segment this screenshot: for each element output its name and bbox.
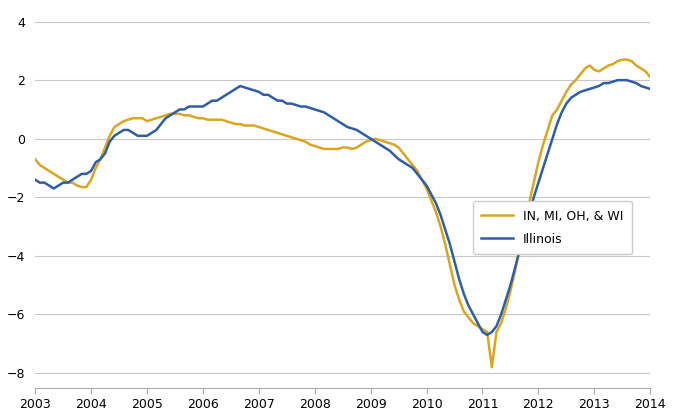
Illinois xyxy=(614,78,622,83)
Illinois xyxy=(483,332,491,337)
Illinois xyxy=(302,104,310,109)
IN, MI, OH, & WI xyxy=(302,139,310,144)
Illinois xyxy=(31,177,39,182)
Illinois xyxy=(329,116,337,121)
Illinois xyxy=(623,78,631,83)
IN, MI, OH, & WI xyxy=(618,57,627,62)
IN, MI, OH, & WI xyxy=(329,146,337,151)
IN, MI, OH, & WI xyxy=(488,364,496,370)
IN, MI, OH, & WI xyxy=(213,117,221,122)
Legend: IN, MI, OH, & WI, Illinois: IN, MI, OH, & WI, Illinois xyxy=(472,201,632,255)
IN, MI, OH, & WI xyxy=(31,157,39,162)
IN, MI, OH, & WI xyxy=(623,57,631,62)
Line: Illinois: Illinois xyxy=(35,80,673,335)
IN, MI, OH, & WI xyxy=(534,160,542,165)
Illinois xyxy=(460,291,468,296)
Line: IN, MI, OH, & WI: IN, MI, OH, & WI xyxy=(35,60,673,367)
IN, MI, OH, & WI xyxy=(460,309,468,314)
Illinois xyxy=(534,180,542,185)
Illinois xyxy=(213,98,221,103)
